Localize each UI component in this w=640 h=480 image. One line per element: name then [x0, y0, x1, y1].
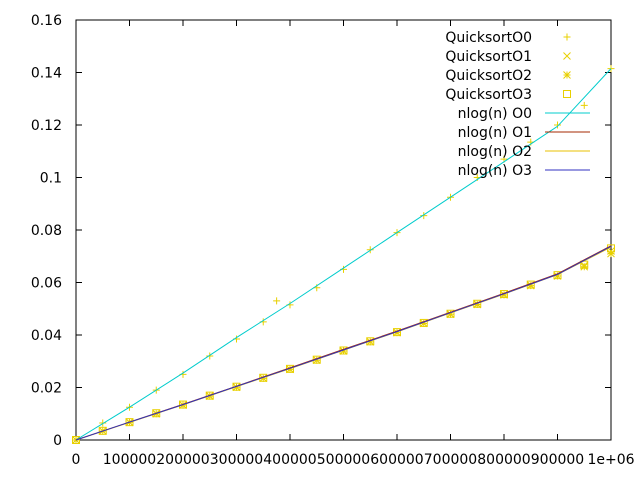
data-point [446, 310, 455, 319]
axis-ticks: 0 100000 200000 300000 400000 500000 600000 700… [31, 13, 635, 468]
legend-label: QuicksortO3 [445, 87, 532, 103]
data-point [553, 272, 562, 280]
y-tick-label: 0.08 [31, 223, 62, 239]
legend-swatch [563, 71, 571, 79]
data-point [152, 409, 161, 418]
series-QuicksortO0 [72, 65, 615, 444]
series-line-nlog(n) O3 [75, 245, 612, 441]
data-point [205, 391, 214, 400]
y-tick-label: 0.12 [31, 118, 62, 134]
data-point [125, 418, 134, 427]
legend-label: QuicksortO0 [445, 30, 532, 46]
data-point [273, 297, 281, 305]
legend-label: QuicksortO1 [445, 49, 532, 65]
x-tick-label: 800000 [477, 452, 530, 468]
data-point [99, 419, 107, 427]
x-tick-label: 100000 [103, 452, 156, 468]
data-point [607, 249, 615, 258]
x-tick-label: 700000 [424, 452, 477, 468]
data-point [473, 300, 482, 309]
legend-label: QuicksortO2 [445, 68, 532, 84]
legend-label: nlog(n) O3 [458, 163, 532, 179]
data-point [179, 400, 187, 409]
x-tick-label: 600000 [370, 452, 423, 468]
data-point [419, 319, 428, 328]
x-tick-label: 300000 [210, 452, 263, 468]
y-tick-label: 0.1 [40, 171, 62, 187]
y-tick-label: 0 [53, 433, 62, 449]
legend-swatch [563, 33, 571, 41]
y-tick-label: 0.14 [31, 66, 62, 82]
x-tick-label: 500000 [317, 452, 370, 468]
data-point [500, 290, 508, 299]
data-point [339, 347, 348, 355]
data-point [232, 382, 241, 391]
data-point [607, 65, 615, 73]
legend-label: nlog(n) O0 [458, 106, 532, 122]
data-point [580, 262, 589, 271]
legend-swatch [563, 90, 571, 98]
data-point [72, 436, 80, 444]
x-tick-label: 400000 [263, 452, 316, 468]
x-tick-label: 1e+06 [587, 452, 634, 468]
data-point [366, 246, 374, 254]
data-point [312, 356, 321, 365]
data-point [259, 374, 268, 383]
legend-label: nlog(n) O1 [458, 125, 532, 141]
data-point [393, 328, 401, 337]
y-tick-label: 0.04 [31, 328, 62, 344]
x-tick-label: 900000 [531, 452, 584, 468]
x-tick-label: 200000 [156, 452, 209, 468]
y-tick-label: 0.02 [31, 381, 62, 397]
legend: QuicksortO0 QuicksortO1 QuicksortO2 Quickso… [445, 30, 590, 179]
data-point [366, 337, 375, 346]
x-tick-label: 0 [72, 452, 81, 468]
data-point [420, 212, 428, 220]
data-point [98, 426, 107, 435]
data-point [526, 281, 535, 290]
data-point [206, 352, 214, 360]
data-point [554, 121, 561, 129]
series-line-nlog(n) O0 [75, 68, 612, 441]
data-point [580, 101, 588, 109]
series-layer [72, 65, 615, 444]
y-tick-label: 0.06 [31, 276, 62, 292]
data-point [232, 383, 241, 392]
y-tick-label: 0.16 [31, 13, 62, 29]
data-point [286, 365, 294, 374]
legend-label: nlog(n) O2 [458, 144, 532, 160]
legend-swatch [563, 52, 571, 60]
